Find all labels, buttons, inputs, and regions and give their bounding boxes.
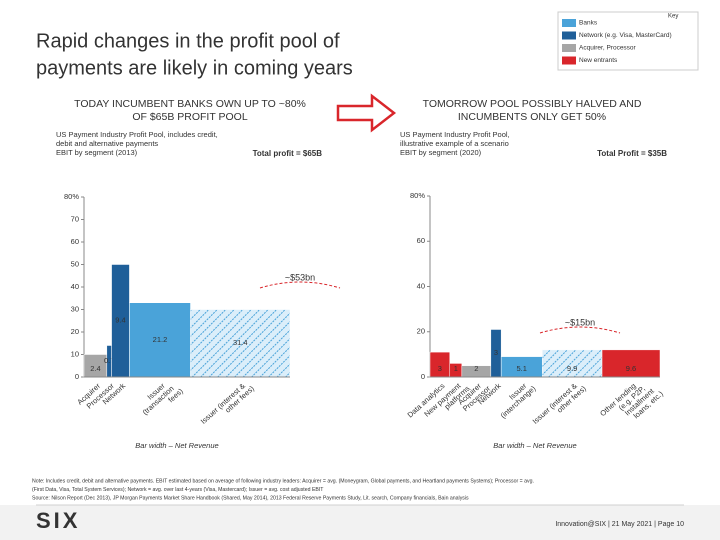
y-tick-label: 70 <box>71 214 79 223</box>
value-label: 2 <box>474 364 478 373</box>
note: Source: Nilson Report (Dec 2013), JP Mor… <box>32 495 469 501</box>
key-title: Key <box>668 14 678 20</box>
chart-heading: TODAY INCUMBENT BANKS OWN UP TO ~80% <box>74 98 306 110</box>
note: (First Data, Visa, Total System Services… <box>32 487 324 493</box>
y-tick-label: 50 <box>71 259 79 268</box>
logo: SIX <box>36 508 80 533</box>
footer: Innovation@SIX | 21 May 2021 | Page 10 <box>555 521 684 528</box>
chart-heading: INCUMBENTS ONLY GET 50% <box>458 111 606 123</box>
footer-band <box>0 505 720 540</box>
chart-subtitle: debit and alternative payments <box>56 139 158 148</box>
value-label: 9.4 <box>115 316 125 325</box>
x-axis-label: Bar width – Net Revenue <box>493 441 576 450</box>
value-label: 0.7 <box>104 356 114 365</box>
y-tick-label: 20 <box>71 327 79 336</box>
value-label: 1 <box>454 364 458 373</box>
y-tick-label: 80% <box>410 191 425 200</box>
value-label: 3 <box>494 348 498 357</box>
y-tick-label: 40 <box>417 281 425 290</box>
value-label: 31.4 <box>233 338 248 347</box>
chart-subtitle: illustrative example of a scenario <box>400 139 509 148</box>
chart-subtitle: EBIT by segment (2013) <box>56 148 138 157</box>
bar <box>129 302 191 378</box>
value-label: 9.6 <box>626 364 636 373</box>
annotation-bracket <box>539 326 621 334</box>
annotation-bracket <box>259 281 341 289</box>
key-swatch <box>562 56 576 65</box>
y-tick-label: 0 <box>75 372 79 381</box>
value-label: 9.9 <box>567 364 577 373</box>
key-swatch <box>562 19 576 27</box>
chart-subtitle: EBIT by segment (2020) <box>400 148 482 157</box>
bar <box>541 349 603 378</box>
y-tick-label: 80% <box>64 192 79 201</box>
value-label: 3 <box>438 364 442 373</box>
chart-subtitle: US Payment Industry Profit Pool, include… <box>56 130 218 139</box>
note: Note: Includes credit, debit and alterna… <box>32 478 534 484</box>
bar <box>601 349 661 378</box>
value-label: 2.4 <box>90 364 100 373</box>
chart-total: Total Profit = $35B <box>597 149 667 158</box>
arrow <box>336 93 397 133</box>
y-tick-label: 40 <box>71 282 79 291</box>
annotation: ~$15bn <box>565 317 595 327</box>
key-swatch <box>562 44 576 52</box>
key-label: Acquirer, Processor <box>579 45 637 52</box>
key-label: New entrants <box>579 57 618 64</box>
annotation: ~$53bn <box>285 272 315 282</box>
chart-subtitle: US Payment Industry Profit Pool, <box>400 130 510 139</box>
key-label: Network (e.g. Visa, MasterCard) <box>579 32 672 39</box>
chart-heading: TOMORROW POOL POSSIBLY HALVED AND <box>423 98 642 110</box>
y-tick-label: 60 <box>417 236 425 245</box>
y-tick-label: 60 <box>71 237 79 246</box>
y-tick-label: 10 <box>71 349 79 358</box>
x-axis-label: Bar width – Net Revenue <box>135 441 218 450</box>
key-box <box>557 11 699 71</box>
value-label: 21.2 <box>153 335 168 344</box>
chart-total: Total profit = $65B <box>253 149 323 158</box>
y-tick-label: 20 <box>417 327 425 336</box>
chart-heading: OF $65B PROFIT POOL <box>132 111 248 123</box>
slide-title: payments are likely in coming years <box>36 57 353 79</box>
bar <box>190 309 291 378</box>
y-tick-label: 0 <box>421 372 425 381</box>
y-tick-label: 30 <box>71 304 79 313</box>
key-swatch <box>562 31 576 40</box>
value-label: 5.1 <box>516 364 526 373</box>
slide-title: Rapid changes in the profit pool of <box>36 30 340 52</box>
key-label: Banks <box>579 20 598 27</box>
